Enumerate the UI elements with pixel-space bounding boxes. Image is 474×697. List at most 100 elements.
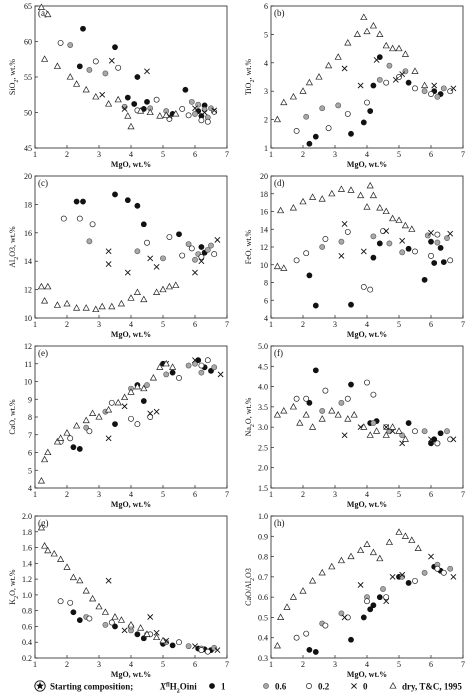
data-point [335, 102, 342, 109]
panel-label: (g) [38, 518, 49, 528]
series-triangle [37, 523, 167, 644]
data-point [273, 411, 281, 418]
data-point [412, 428, 418, 435]
data-point [318, 415, 326, 422]
data-point [370, 254, 377, 261]
data-point [176, 231, 182, 238]
x-tick-label: 7 [461, 150, 465, 159]
data-point [134, 631, 141, 638]
data-point [411, 67, 419, 74]
data-point [434, 231, 441, 238]
data-point [86, 428, 93, 435]
x-tick-label: 1 [269, 150, 273, 159]
data-point [204, 118, 211, 125]
data-point [322, 622, 329, 629]
data-point [101, 608, 109, 615]
legend-marker-triangle-icon [389, 682, 397, 689]
x-tick-label: 7 [461, 320, 465, 329]
data-point [185, 112, 192, 119]
data-point [421, 88, 428, 95]
x-axis-label: MgO, wt.% [111, 670, 151, 679]
y-tick-label: 6 [264, 2, 268, 11]
data-point [70, 609, 77, 616]
data-point [89, 221, 96, 228]
x-tick-label: 5 [397, 660, 401, 669]
data-point [399, 571, 406, 578]
data-point [50, 549, 58, 557]
data-point [179, 105, 186, 112]
y-tick-label: 14 [24, 257, 32, 266]
x-tick-label: 1 [33, 150, 37, 159]
data-point [124, 269, 131, 276]
data-point [440, 569, 447, 576]
data-point [211, 251, 218, 258]
y-tick-label: 1.6 [22, 544, 32, 553]
y-tick-label: 1.8 [22, 528, 32, 537]
y-tick-label: 12 [260, 243, 268, 252]
data-point [383, 228, 390, 234]
data-point [192, 111, 198, 117]
data-point [299, 87, 307, 94]
data-point [395, 427, 403, 434]
data-point [80, 198, 86, 205]
data-point [296, 419, 304, 426]
data-point [299, 197, 307, 205]
y-tick-label: 1.4 [22, 559, 32, 568]
y-tick-label: 6 [28, 449, 32, 458]
x-tick-label: 4 [129, 660, 133, 669]
data-point [382, 431, 390, 438]
data-point [428, 238, 434, 245]
x-tick-label: 7 [225, 320, 229, 329]
data-point [201, 109, 208, 116]
y-tick-label: 50 [24, 109, 32, 118]
data-point [73, 304, 81, 311]
y-tick-label: 4 [264, 59, 268, 68]
legend-label: 0.2 [318, 682, 330, 692]
y-tick-label: 18 [24, 200, 32, 209]
data-point [86, 67, 93, 73]
data-point [376, 204, 384, 211]
series-filled-circle [73, 191, 208, 256]
y-tick-label: 0.2 [22, 654, 32, 663]
data-point [41, 455, 49, 463]
data-point [134, 248, 141, 255]
data-point [434, 440, 441, 447]
series-cross [105, 577, 221, 654]
data-point [360, 248, 367, 255]
data-point [344, 110, 351, 117]
data-point [414, 544, 422, 552]
data-point [382, 207, 390, 215]
y-tick-label: 16 [260, 208, 268, 217]
data-point [363, 203, 371, 210]
data-point [325, 125, 332, 132]
x-axis-label: MgO, wt.% [111, 500, 151, 509]
data-point [367, 286, 374, 293]
data-point [283, 603, 291, 610]
data-point [370, 233, 377, 240]
y-tick-label: 5.0 [258, 342, 268, 351]
data-point [134, 74, 141, 80]
data-point [405, 580, 412, 586]
data-point [380, 586, 386, 592]
series-cross [341, 57, 457, 92]
y-tick-label: 1.0 [22, 591, 32, 600]
data-point [399, 432, 406, 439]
legend-marker-open-circle-icon [306, 683, 312, 689]
series-triangle [37, 281, 180, 313]
data-point [338, 252, 345, 259]
y-tick-label: 1 [264, 144, 268, 153]
y-tick-label: 8 [264, 279, 268, 288]
data-point [363, 540, 371, 547]
series-triangle [273, 181, 416, 271]
data-point [192, 357, 198, 364]
data-point [41, 542, 49, 549]
panel-f: (f) 1 2 3 4 5 6 7 1.5 2.0 2.5 3.0 3.5 4.0 4.5 5.0 MgO, w… [244, 342, 465, 509]
data-point [211, 644, 218, 651]
data-point [159, 285, 167, 293]
data-point [69, 573, 77, 581]
data-point [117, 616, 125, 623]
data-point [389, 214, 397, 222]
x-tick-label: 6 [193, 150, 197, 159]
data-point [434, 239, 441, 246]
